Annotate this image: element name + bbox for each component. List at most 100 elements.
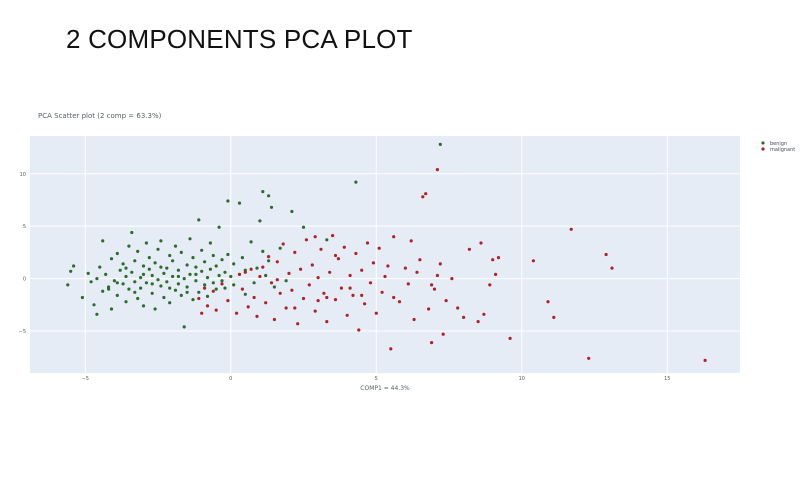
point-benign (124, 266, 128, 270)
point-benign (185, 263, 189, 267)
point-malignant (281, 242, 285, 246)
point-malignant (430, 341, 434, 345)
point-malignant (435, 273, 439, 278)
point-benign (188, 237, 192, 241)
x-axis-label: COMP1 = 44.3% (360, 385, 410, 392)
point-benign (107, 287, 111, 291)
point-benign (179, 250, 183, 254)
grid-lines (30, 136, 740, 373)
point-malignant (432, 287, 437, 291)
point-benign (80, 295, 84, 300)
point-benign (261, 190, 265, 194)
plot-area (30, 136, 740, 373)
point-benign (136, 296, 140, 301)
y-tick-label: 5 (23, 224, 26, 230)
point-malignant (246, 305, 250, 309)
point-benign (139, 276, 143, 280)
y-axis-ticks: −5 0 5 10 (19, 172, 26, 335)
point-benign (133, 259, 137, 263)
point-benign (141, 264, 146, 268)
point-malignant (435, 168, 439, 172)
y-tick-label: 10 (20, 172, 26, 178)
chart-title: PCA Scatter plot (2 comp = 63.3%) (38, 112, 162, 120)
point-malignant (325, 295, 329, 300)
point-malignant (383, 274, 387, 279)
scatter-plot: PCA Scatter plot (2 comp = 63.3%) −5 0 5 10… (19, 112, 796, 392)
point-benign (165, 280, 169, 284)
point-malignant (374, 311, 378, 315)
point-benign (147, 267, 151, 271)
point-malignant (261, 265, 265, 269)
point-benign (153, 307, 157, 311)
point-benign (159, 265, 163, 269)
data-points (66, 142, 707, 362)
point-benign (130, 230, 134, 235)
point-benign (109, 257, 114, 261)
point-benign (223, 286, 227, 290)
point-malignant (380, 290, 384, 294)
point-malignant (386, 264, 390, 268)
point-malignant (476, 320, 480, 324)
point-malignant (336, 257, 340, 261)
point-malignant (319, 247, 323, 251)
point-benign (272, 285, 276, 289)
point-malignant (220, 282, 224, 286)
point-benign (109, 307, 114, 311)
point-malignant (310, 263, 314, 267)
point-benign (168, 286, 172, 290)
point-malignant (456, 306, 460, 310)
point-benign (211, 281, 215, 285)
point-benign (197, 290, 201, 294)
point-malignant (360, 268, 364, 272)
legend-marker-benign (761, 141, 765, 145)
point-benign (252, 281, 256, 285)
point-malignant (409, 239, 413, 243)
y-tick-label: 0 (23, 277, 26, 283)
point-benign (203, 283, 207, 287)
x-tick-label: 10 (519, 376, 525, 382)
point-malignant (467, 247, 471, 251)
point-benign (205, 294, 210, 298)
point-malignant (284, 306, 288, 310)
point-malignant (392, 295, 396, 300)
point-benign (92, 303, 96, 307)
point-benign (191, 256, 195, 260)
point-benign (171, 259, 175, 263)
legend-label-malignant: malignant (770, 147, 795, 153)
point-benign (220, 258, 224, 262)
point-malignant (333, 298, 338, 302)
point-malignant (357, 328, 361, 332)
point-benign (133, 280, 137, 284)
point-malignant (304, 238, 308, 242)
point-malignant (331, 234, 335, 238)
point-malignant (313, 309, 317, 313)
point-benign (194, 265, 198, 269)
point-benign (194, 272, 198, 276)
point-malignant (290, 288, 294, 292)
point-benign (258, 219, 262, 223)
point-benign (168, 253, 172, 258)
point-benign (188, 272, 192, 276)
point-benign (223, 270, 227, 274)
point-benign (89, 280, 93, 284)
point-benign (133, 290, 137, 294)
point-benign (179, 293, 183, 297)
point-malignant (496, 256, 501, 260)
point-benign (214, 287, 218, 291)
point-benign (267, 259, 271, 263)
point-benign (95, 277, 99, 281)
point-malignant (205, 304, 210, 308)
point-malignant (703, 358, 707, 362)
point-malignant (368, 281, 373, 285)
point-benign (121, 282, 125, 286)
point-benign (182, 325, 186, 329)
point-malignant (406, 282, 410, 286)
point-malignant (275, 278, 279, 282)
point-malignant (313, 235, 317, 239)
point-malignant (272, 317, 276, 322)
point-benign (261, 249, 265, 253)
point-malignant (365, 241, 370, 245)
point-malignant (287, 271, 291, 275)
point-benign (112, 279, 116, 283)
